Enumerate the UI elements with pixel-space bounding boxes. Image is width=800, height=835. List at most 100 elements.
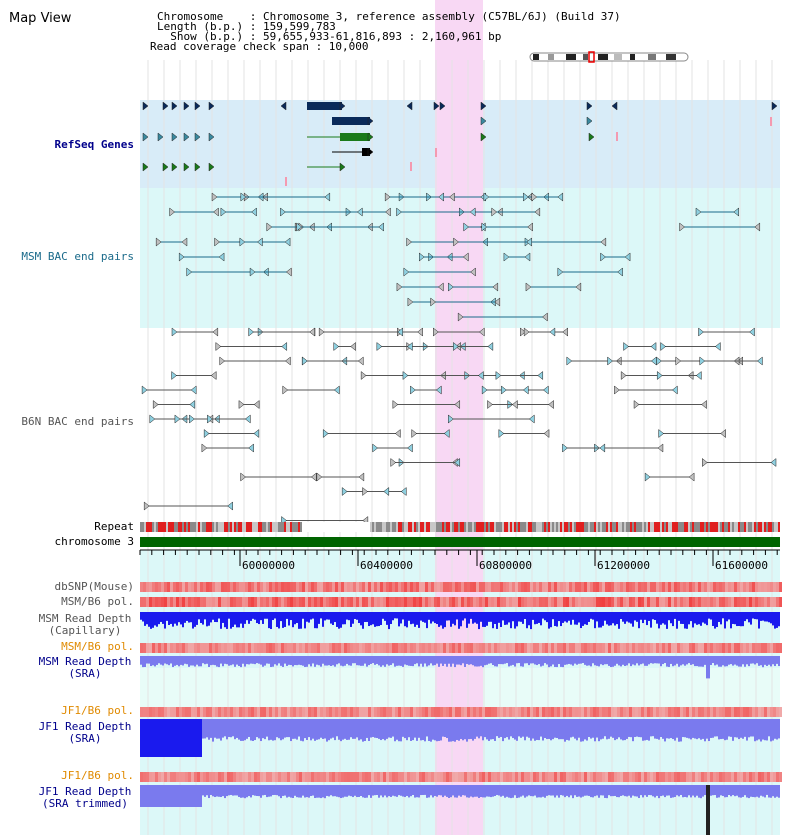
heatmap-cell [377, 597, 380, 607]
depth-bar [406, 719, 408, 741]
repeat-segment [572, 522, 574, 532]
heatmap-cell [326, 772, 329, 782]
depth-bar [178, 656, 180, 667]
heatmap-cell [392, 643, 395, 653]
depth-bar [590, 785, 592, 798]
depth-bar [224, 656, 226, 664]
repeat-segment [418, 522, 420, 532]
depth-bar [654, 656, 656, 664]
heatmap-cell [674, 582, 677, 592]
depth-bar [468, 612, 470, 624]
repeat-segment [162, 522, 164, 532]
depth-bar [652, 612, 654, 620]
depth-bar [414, 656, 416, 665]
heatmap-cell [155, 597, 158, 607]
depth-bar [336, 656, 338, 665]
heatmap-cell [215, 643, 218, 653]
depth-bar [744, 785, 746, 796]
heatmap-cell [149, 707, 152, 717]
heatmap-cell [572, 643, 575, 653]
depth-bar [404, 656, 406, 665]
repeat-segment [334, 522, 336, 532]
depth-bar [442, 719, 444, 737]
repeat-segment [154, 522, 156, 532]
depth-bar [676, 785, 678, 796]
repeat-segment [564, 522, 566, 532]
feature-arrow [588, 132, 595, 142]
heatmap-cell [227, 597, 230, 607]
repeat-segment [578, 522, 580, 532]
depth-bar [670, 719, 672, 739]
repeat-segment [778, 522, 780, 532]
depth-bar [260, 719, 262, 742]
depth-bar [376, 612, 378, 627]
heatmap-cell [674, 597, 677, 607]
depth-bar [328, 719, 330, 741]
track-label-b6n-bac[interactable]: B6N BAC end pairs [21, 415, 134, 428]
depth-bar [502, 612, 504, 621]
depth-bar [536, 656, 538, 666]
depth-bar [664, 785, 666, 798]
heatmap-cell [713, 772, 716, 782]
repeat-segment [150, 522, 152, 532]
repeat-segment [456, 522, 458, 532]
depth-bar [750, 719, 752, 737]
depth-bar [754, 785, 756, 798]
depth-bar [512, 785, 514, 798]
depth-bar [498, 719, 500, 738]
heatmap-cell [203, 582, 206, 592]
feature-arrow [240, 192, 247, 202]
depth-bar [392, 612, 394, 621]
track-label-msm-bac[interactable]: MSM BAC end pairs [21, 250, 134, 263]
depth-bar [690, 656, 692, 665]
heatmap-cell [692, 582, 695, 592]
depth-bar [420, 785, 422, 796]
depth-bar [566, 719, 568, 740]
depth-bar [358, 612, 360, 624]
heatmap-cell [602, 772, 605, 782]
depth-bar [528, 656, 530, 666]
depth-bar [192, 656, 194, 666]
heatmap-cell [209, 582, 212, 592]
heatmap-cell [140, 707, 143, 717]
heatmap-cell [689, 643, 692, 653]
repeat-segment [500, 522, 502, 532]
repeat-segment [526, 522, 528, 532]
depth-bar [494, 612, 496, 624]
heatmap-cell [431, 772, 434, 782]
heatmap-cell [731, 597, 734, 607]
heatmap-cell [416, 707, 419, 717]
repeat-segment [580, 522, 582, 532]
heatmap-cell [725, 772, 728, 782]
heatmap-cell [602, 643, 605, 653]
feature-arrow [695, 370, 702, 381]
heatmap-cell [599, 643, 602, 653]
heatmap-cell [386, 772, 389, 782]
heatmap-cell [191, 643, 194, 653]
depth-bar [374, 719, 376, 738]
repeat-segment [724, 522, 726, 532]
depth-bar [276, 656, 278, 666]
heatmap-cell [566, 707, 569, 717]
depth-bar [558, 656, 560, 665]
heatmap-cell [500, 643, 503, 653]
heatmap-cell [605, 772, 608, 782]
repeat-segment [422, 522, 424, 532]
heatmap-cell [146, 582, 149, 592]
heatmap-cell [308, 597, 311, 607]
heatmap-cell [584, 707, 587, 717]
depth-bar [476, 612, 478, 624]
heatmap-cell [356, 707, 359, 717]
depth-bar [360, 719, 362, 740]
depth-bar [686, 656, 688, 665]
depth-bar [332, 719, 334, 738]
depth-bar [232, 785, 234, 796]
track-label-msm-pol: MSM/B6 pol. [61, 595, 134, 608]
repeat-segment [208, 522, 210, 532]
heatmap-cell [716, 772, 719, 782]
depth-bar [682, 612, 684, 624]
track-label-refseq[interactable]: RefSeq Genes [54, 138, 134, 151]
heatmap-cell [185, 772, 188, 782]
repeat-segment [236, 522, 238, 532]
